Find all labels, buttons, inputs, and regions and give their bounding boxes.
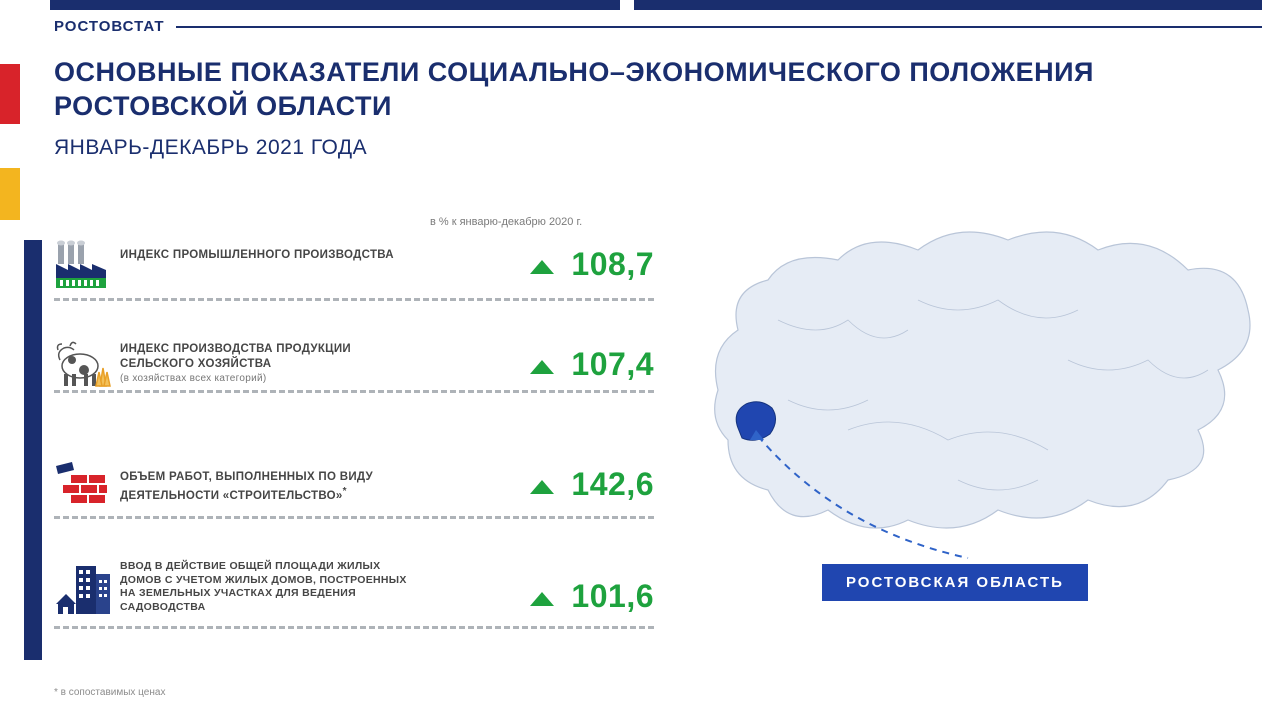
indicator-label: ВВОД В ДЕЙСТВИЕ ОБЩЕЙ ПЛОЩАДИ ЖИЛЫХ ДОМО… — [120, 560, 420, 615]
accent-bar-yellow — [0, 168, 20, 220]
indicator-value: 142,6 — [571, 466, 654, 503]
indicator-label-main: ОБЪЕМ РАБОТ, ВЫПОЛНЕННЫХ ПО ВИДУ ДЕЯТЕЛЬ… — [120, 471, 373, 502]
footnote: * в сопоставимых ценах — [54, 687, 165, 698]
bricks-icon — [54, 460, 112, 510]
indicator-label-sub: (в хозяйствах всех категорий) — [120, 372, 410, 385]
indicator-value: 108,7 — [571, 246, 654, 283]
row-divider — [54, 390, 654, 393]
russia-map — [698, 180, 1258, 600]
indicator-value: 107,4 — [571, 346, 654, 383]
top-bar — [50, 0, 1262, 10]
trend-up-icon — [530, 260, 554, 274]
page-title: ОСНОВНЫЕ ПОКАЗАТЕЛИ СОЦИАЛЬНО–ЭКОНОМИЧЕС… — [54, 56, 1224, 124]
row-divider — [54, 626, 654, 629]
trend-up-icon — [530, 480, 554, 494]
cow-icon — [54, 340, 112, 390]
factory-icon — [54, 240, 112, 290]
accent-bar-red — [0, 64, 20, 124]
buildings-icon — [54, 560, 112, 610]
brand-underline — [176, 26, 1262, 28]
indicator-label: ИНДЕКС ПРОМЫШЛЕННОГО ПРОИЗВОДСТВА — [120, 248, 410, 263]
indicator-label: ОБЪЕМ РАБОТ, ВЫПОЛНЕННЫХ ПО ВИДУ ДЕЯТЕЛЬ… — [120, 470, 410, 504]
infographic-page: РОСТОВСТАТ ОСНОВНЫЕ ПОКАЗАТЕЛИ СОЦИАЛЬНО… — [0, 0, 1280, 720]
indicator-label-main: ИНДЕКС ПРОИЗВОДСТВА ПРОДУКЦИИ СЕЛЬСКОГО … — [120, 343, 351, 370]
asterisk: * — [343, 486, 347, 497]
accent-bar-blue — [24, 240, 42, 660]
period-subtitle: ЯНВАРЬ-ДЕКАБРЬ 2021 ГОДА — [54, 136, 367, 160]
comparison-note: в % к январю-декабрю 2020 г. — [430, 216, 582, 228]
trend-up-icon — [530, 360, 554, 374]
indicator-value: 101,6 — [571, 578, 654, 615]
row-divider — [54, 298, 654, 301]
brand-label: РОСТОВСТАТ — [54, 18, 165, 35]
region-badge: РОСТОВСКАЯ ОБЛАСТЬ — [822, 564, 1088, 601]
trend-up-icon — [530, 592, 554, 606]
indicator-label: ИНДЕКС ПРОИЗВОДСТВА ПРОДУКЦИИ СЕЛЬСКОГО … — [120, 342, 410, 385]
row-divider — [54, 516, 654, 519]
top-bar-gap — [620, 0, 634, 10]
